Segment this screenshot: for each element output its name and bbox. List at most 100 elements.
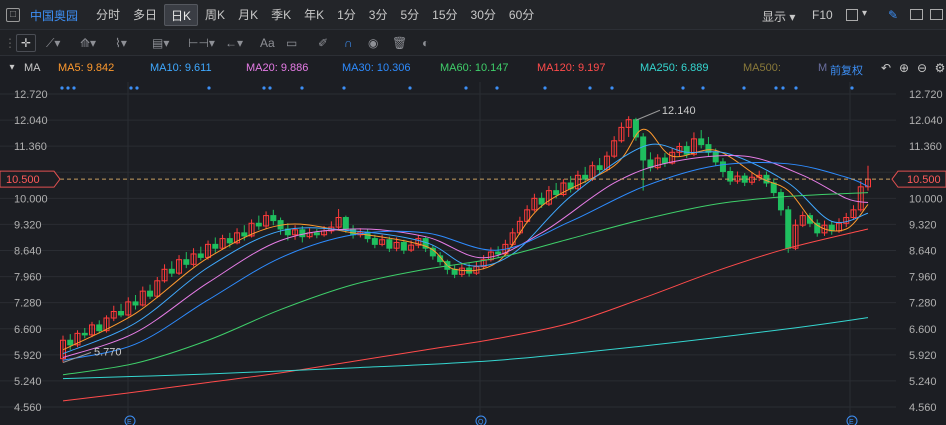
period-tab[interactable]: 1分: [337, 8, 356, 22]
ma-line-ma30: [62, 162, 869, 361]
candle-body: [342, 217, 349, 230]
candle-body: [698, 138, 705, 146]
period-tab[interactable]: 周K: [205, 8, 226, 22]
y-axis-area: [898, 82, 946, 425]
main-indicator-label[interactable]: MA: [24, 62, 41, 74]
candle-body: [263, 215, 270, 227]
y-tick-label-left: 6.600: [14, 324, 42, 336]
info-dot-marker[interactable]: [742, 86, 746, 90]
line-tool-icon[interactable]: ⟋▾: [46, 36, 61, 50]
candle-body: [727, 170, 734, 182]
y-tick-label-left: 4.560: [14, 402, 42, 414]
chevron-down-icon[interactable]: ▾: [862, 8, 868, 19]
y-tick-label-left: 5.920: [14, 350, 42, 362]
event-marker[interactable]: [475, 415, 487, 425]
info-dot-marker[interactable]: [774, 86, 778, 90]
event-marker[interactable]: [124, 415, 136, 425]
candle-body: [154, 280, 161, 297]
arrow-tool-icon[interactable]: ←▾: [225, 36, 244, 50]
info-dot-marker[interactable]: [66, 86, 70, 90]
candle-body: [777, 192, 784, 211]
trash-icon[interactable]: 🗑: [392, 36, 408, 50]
f10-button[interactable]: F10: [812, 8, 833, 22]
event-marker[interactable]: [846, 415, 858, 425]
brush-tool-icon[interactable]: ✐: [318, 36, 329, 50]
y-tick-label: 5.240: [909, 376, 937, 388]
adjust-label[interactable]: 前复权: [830, 65, 863, 77]
info-dot-marker[interactable]: [850, 86, 854, 90]
y-tick-label: 7.960: [909, 272, 937, 284]
toggle-icon[interactable]: ◐: [422, 36, 430, 50]
window-alt-icon[interactable]: [930, 9, 943, 20]
info-dot-marker[interactable]: [129, 86, 133, 90]
y-tick-label: 9.320: [909, 219, 937, 231]
period-tab[interactable]: 3分: [368, 8, 388, 22]
candle-body: [371, 238, 378, 245]
checkbox-icon[interactable]: [846, 9, 858, 21]
period-tab[interactable]: 月K: [238, 8, 259, 22]
y-tick-label: 5.920: [909, 350, 937, 362]
info-dot-marker[interactable]: [588, 86, 592, 90]
pen-icon[interactable]: ✎: [888, 8, 899, 22]
y-tick-label-left: 12.040: [14, 115, 48, 127]
period-tab[interactable]: 15分: [432, 8, 458, 22]
period-tab[interactable]: 分时: [96, 8, 121, 22]
candle-body: [625, 119, 632, 128]
info-dot-marker[interactable]: [794, 86, 798, 90]
reset-icon[interactable]: ↶: [880, 61, 892, 75]
zoom-out-icon[interactable]: ⊖: [916, 61, 928, 75]
kline-chart[interactable]: 12.720 12.040 11.360 10.000 9.320 8.640 7.960 7…: [0, 82, 946, 425]
info-dot-marker[interactable]: [72, 86, 76, 90]
wave-tool-icon[interactable]: ⌇▾: [115, 36, 127, 50]
settings-icon[interactable]: ⚙: [934, 61, 946, 75]
candle-body: [81, 332, 88, 336]
candle-body: [480, 259, 487, 268]
period-tab[interactable]: 多日: [133, 8, 158, 22]
window-icon[interactable]: [910, 9, 923, 20]
measure-tool-icon[interactable]: ⊢⊣▾: [188, 36, 215, 50]
info-dot-marker[interactable]: [464, 86, 468, 90]
zoom-in-icon[interactable]: ⊕: [898, 61, 910, 75]
info-dot-marker[interactable]: [60, 86, 64, 90]
period-tab[interactable]: 日K: [164, 4, 199, 26]
info-dot-marker[interactable]: [701, 86, 705, 90]
info-dot-marker[interactable]: [342, 86, 346, 90]
text-tool-icon[interactable]: Aa: [260, 36, 275, 50]
stock-name[interactable]: 中国奥园: [30, 9, 79, 23]
candle-body: [618, 126, 625, 142]
info-dot-marker[interactable]: [495, 86, 499, 90]
ma-line-ma250: [62, 317, 869, 380]
candle-body: [241, 232, 248, 237]
period-tab[interactable]: 年K: [304, 8, 325, 22]
info-dot-marker[interactable]: [300, 86, 304, 90]
candle-body: [110, 310, 117, 319]
info-dot-marker[interactable]: [408, 86, 412, 90]
candle-body: [168, 268, 175, 274]
info-dot-marker[interactable]: [781, 86, 785, 90]
channel-tool-icon[interactable]: ⟰▾: [80, 36, 97, 50]
square-icon[interactable]: □: [6, 8, 20, 22]
display-dropdown[interactable]: 显示 ▾: [762, 10, 796, 24]
info-dot-marker[interactable]: [681, 86, 685, 90]
period-tab[interactable]: 30分: [470, 8, 496, 22]
info-dot-marker[interactable]: [268, 86, 272, 90]
magnet-icon[interactable]: ∩: [344, 36, 353, 50]
info-dot-marker[interactable]: [610, 86, 614, 90]
info-dot-marker[interactable]: [543, 86, 547, 90]
comment-tool-icon[interactable]: ▭: [286, 36, 298, 50]
candle-body: [683, 146, 690, 155]
period-tab[interactable]: 季K: [271, 8, 292, 22]
ma-legend: ▾ MA MA5: 9.842 MA10: 9.611 MA20: 9.886 …: [0, 56, 946, 82]
info-dot-marker[interactable]: [262, 86, 266, 90]
display-label: 显示: [762, 10, 787, 24]
crosshair-tool-icon[interactable]: ✛: [16, 34, 36, 52]
collapse-icon[interactable]: ▾: [9, 62, 15, 73]
info-dot-marker[interactable]: [207, 86, 211, 90]
period-tab[interactable]: 5分: [400, 8, 420, 22]
info-dot-marker[interactable]: [135, 86, 139, 90]
period-tab[interactable]: 60分: [508, 8, 535, 22]
eye-icon[interactable]: ◉: [368, 36, 379, 50]
candle-body: [67, 339, 74, 346]
fib-tool-icon[interactable]: ▤▾: [152, 36, 170, 50]
kline-chart-svg[interactable]: 12.720 12.040 11.360 10.000 9.320 8.640 7.960 7…: [0, 82, 946, 425]
